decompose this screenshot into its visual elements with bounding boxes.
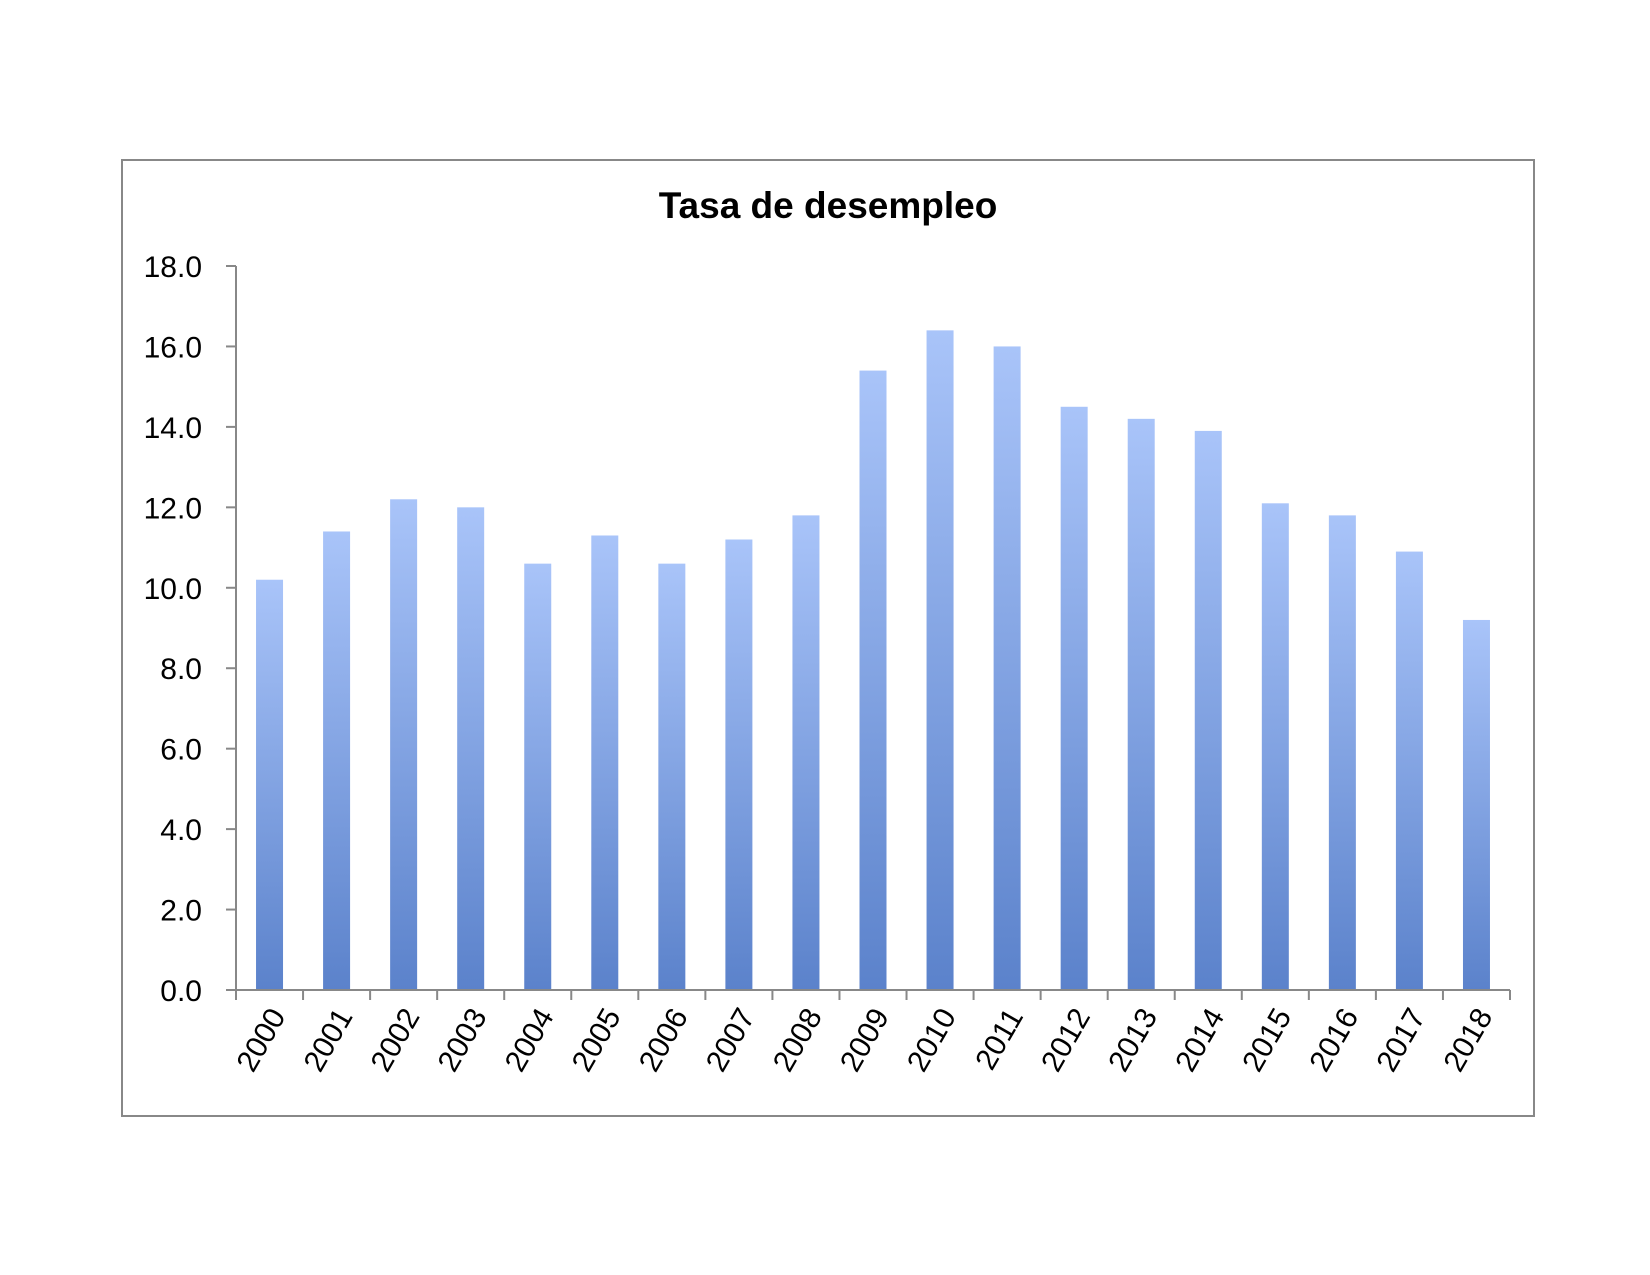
bar-2011 [993,346,1021,990]
bar-2001 [323,531,351,990]
x-tick-label-2016: 2016 [1303,1003,1365,1077]
y-tick-label: 0.0 [160,975,202,1008]
bars-layer [256,330,1490,991]
x-tick-label-2013: 2013 [1102,1003,1164,1077]
bar-2009 [859,370,887,991]
y-tick-label: 12.0 [144,492,202,525]
x-tick-label-2011: 2011 [969,1003,1030,1075]
y-tick-label: 16.0 [144,331,202,364]
x-tick-label-2017: 2017 [1370,1003,1432,1077]
x-tick-label-2006: 2006 [633,1003,695,1077]
x-tick-label-2004: 2004 [499,1003,561,1077]
x-tick-label-2007: 2007 [700,1003,762,1077]
bar-2008 [792,515,820,990]
bar-2004 [524,563,552,990]
bar-2015 [1261,503,1289,990]
y-tick-label: 14.0 [144,412,202,445]
x-tick-label-2009: 2009 [834,1003,896,1077]
x-tick-label-2005: 2005 [566,1003,628,1077]
bar-2018 [1462,619,1490,990]
bar-2005 [591,535,619,990]
y-tick-label: 4.0 [160,814,202,847]
y-tick-label: 2.0 [160,895,202,928]
chart-title: Tasa de desempleo [659,185,998,226]
y-tick-label: 8.0 [160,653,202,686]
x-tick-label-2002: 2002 [365,1003,427,1077]
y-tick-label: 18.0 [144,251,202,284]
bar-2007 [725,539,753,990]
bar-2003 [457,507,485,990]
chart-frame [121,159,1535,1117]
x-tick-label-2001: 2001 [298,1003,360,1077]
bar-2016 [1328,515,1356,990]
x-tick-label-2010: 2010 [901,1003,963,1077]
bar-2012 [1060,406,1088,990]
x-tick-label-2014: 2014 [1169,1003,1231,1077]
bar-2010 [926,330,954,990]
y-tick-label: 10.0 [144,573,202,606]
x-tick-label-2000: 2000 [230,1003,292,1077]
bar-2000 [256,579,284,990]
x-tick-label-2015: 2015 [1236,1003,1298,1077]
axes-layer [226,265,1511,1000]
x-tick-label-2008: 2008 [767,1003,829,1077]
x-tick-label-2012: 2012 [1035,1003,1097,1077]
x-tick-label-2003: 2003 [432,1003,494,1077]
bar-2002 [390,499,418,990]
x-tick-label-2018: 2018 [1437,1003,1499,1077]
y-tick-label: 6.0 [160,734,202,767]
bar-2014 [1194,430,1222,990]
bar-2013 [1127,418,1155,991]
bar-2017 [1395,551,1423,990]
bar-2006 [658,563,686,990]
